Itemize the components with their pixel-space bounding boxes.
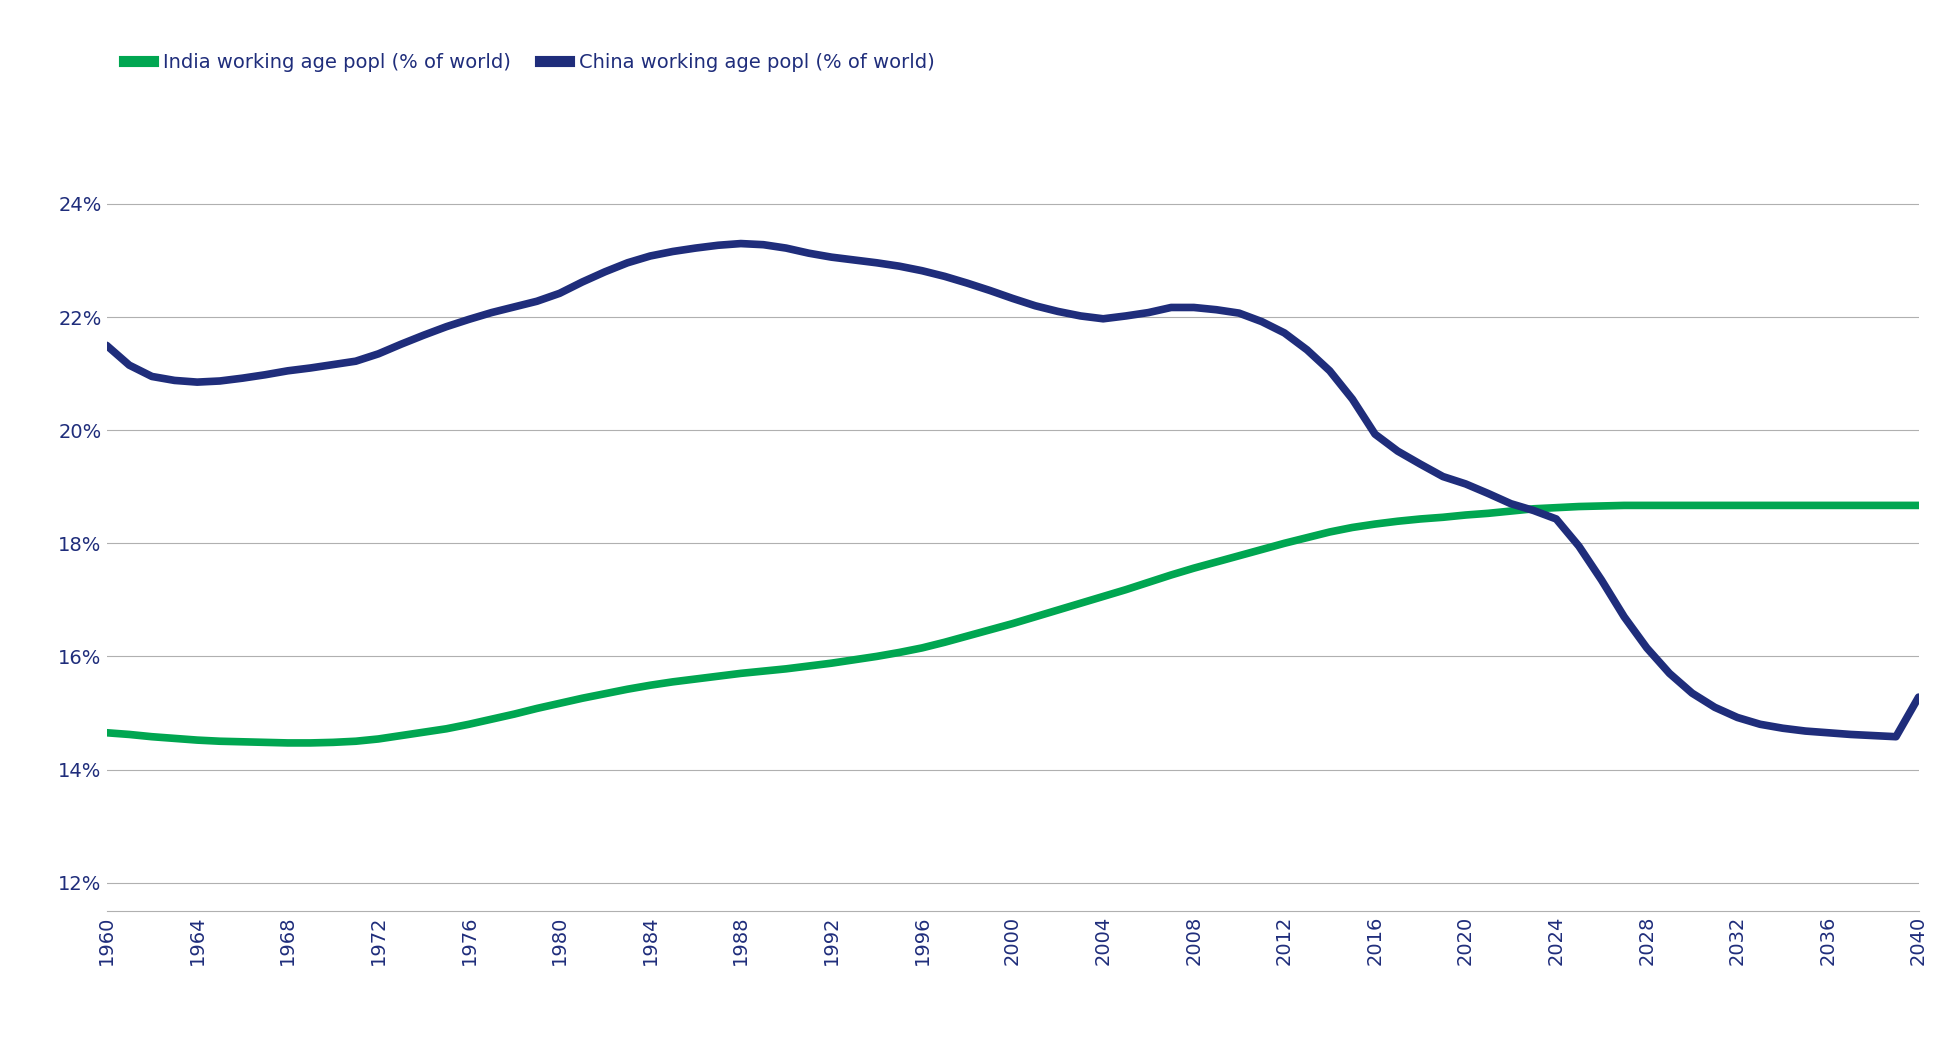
Legend: India working age popl (% of world), China working age popl (% of world): India working age popl (% of world), Chi… [116, 45, 942, 80]
